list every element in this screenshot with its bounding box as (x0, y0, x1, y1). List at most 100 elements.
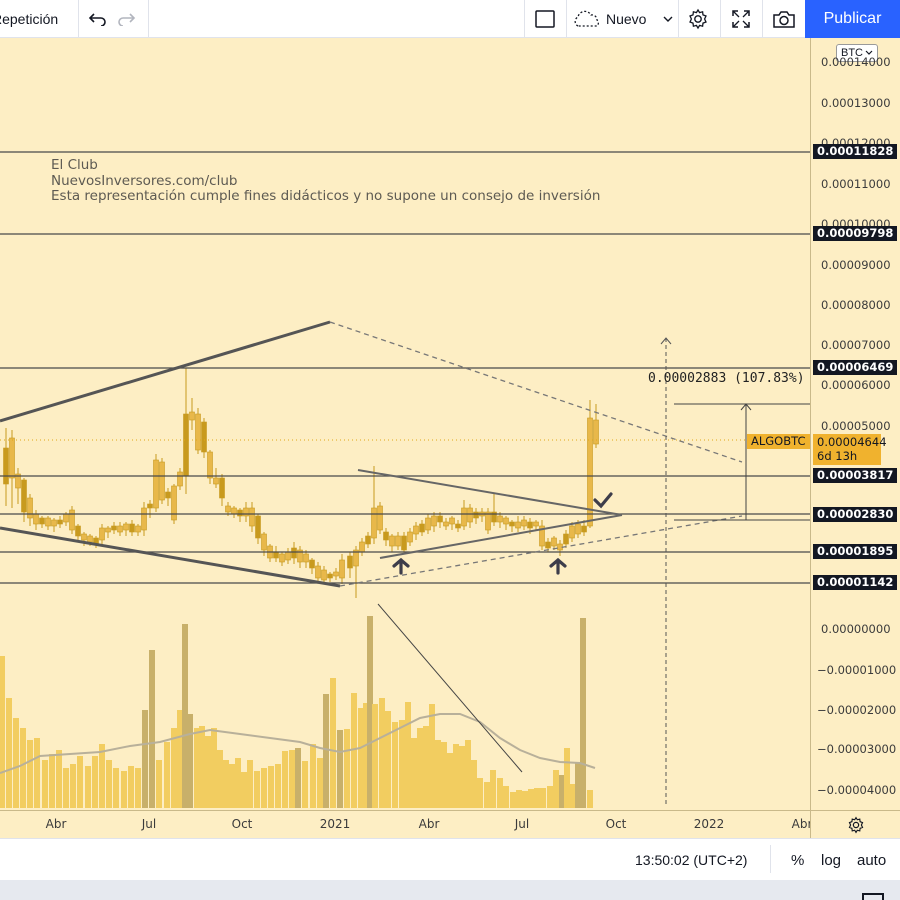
clock[interactable]: 13:50:02 (UTC+2) (635, 852, 748, 868)
chart-pane[interactable]: El Club NuevosInversores.com/club Esta r… (0, 38, 810, 810)
currency-button[interactable]: BTC (836, 44, 878, 62)
volume-bar (229, 764, 235, 808)
candle-body (219, 477, 225, 499)
rectangle-button[interactable] (531, 0, 559, 38)
volume-bar (295, 748, 301, 808)
volume-bar (553, 770, 559, 808)
candle-body (593, 419, 599, 445)
price-scale[interactable]: BTC 0.00014000 0.00013000 0.00012000 0.0… (810, 38, 900, 810)
candle-body (111, 525, 117, 531)
volume-bar (275, 764, 281, 808)
volume-bar (510, 792, 516, 808)
bar-divider (770, 845, 771, 873)
chevron-down-icon (663, 16, 673, 22)
candle-body (63, 513, 69, 523)
axis-settings-button[interactable] (810, 810, 900, 838)
candle-body (461, 507, 467, 527)
rectangle-icon (535, 10, 555, 28)
toolbar-divider (762, 0, 763, 38)
candle-body (443, 521, 449, 527)
volume-bar (85, 766, 91, 808)
candle-body (165, 491, 171, 499)
volume-bar (522, 791, 528, 808)
log-toggle[interactable]: log (821, 852, 842, 869)
volume-bar (363, 703, 369, 808)
chevron-down-icon (865, 50, 873, 55)
price-tick: 0.00009000 (821, 258, 891, 272)
candle-body (473, 511, 479, 519)
gear-icon (689, 8, 707, 30)
candle-body (315, 565, 321, 579)
toolbar-divider (524, 0, 525, 38)
level-price-tag: 0.00002830 (813, 507, 898, 522)
candle-body (497, 515, 503, 523)
candle-body (395, 535, 401, 547)
volume-bar (477, 778, 483, 808)
volume-bar (516, 790, 522, 808)
candle-body (171, 485, 177, 521)
fullscreen-button[interactable] (727, 0, 755, 38)
redo-button[interactable] (114, 0, 140, 38)
volume-bar (235, 758, 241, 808)
undo-button[interactable] (84, 0, 110, 38)
symbol-tag: ALGOBTC (747, 434, 810, 449)
price-tick: 0.00011000 (821, 177, 891, 191)
candle-body (69, 509, 75, 531)
replay-button[interactable]: Repetición (0, 0, 70, 38)
volume-bar (447, 753, 453, 808)
price-tick: 0.00007000 (821, 338, 891, 352)
volume-bar (317, 758, 323, 808)
candle-body (261, 533, 267, 551)
candle-body (521, 519, 527, 527)
time-tick: Oct (231, 817, 253, 831)
volume-bar (580, 618, 586, 808)
price-tick: 0.00013000 (821, 96, 891, 110)
candle-body (455, 523, 461, 529)
volume-bar (429, 704, 435, 808)
candle-body (431, 515, 437, 527)
candle-body (551, 537, 557, 547)
percent-toggle[interactable]: % (791, 852, 805, 869)
panel-maximize-icon[interactable] (862, 893, 884, 900)
publish-button[interactable]: Publicar (805, 0, 900, 38)
volume-bar (323, 694, 329, 808)
snapshot-button[interactable] (769, 0, 799, 38)
projection-arrowhead (660, 337, 672, 345)
volume-bar (171, 728, 177, 808)
time-axis[interactable]: Abr Jul Oct 2021 Abr Jul Oct 2022 Abr (0, 810, 812, 838)
top-toolbar: Repetición Nuevo Publicar (0, 0, 900, 38)
auto-toggle[interactable]: auto (857, 852, 887, 869)
volume-bar (471, 760, 477, 808)
candle-body (303, 553, 309, 563)
candle-body (569, 525, 575, 539)
time-tick: Abr (45, 817, 67, 831)
volume-bar (575, 762, 581, 808)
candle-body (21, 479, 27, 513)
volume-bar (441, 742, 447, 808)
candle-body (9, 437, 15, 479)
candle-body (81, 533, 87, 541)
layout-dropdown[interactable]: Nuevo (572, 0, 678, 38)
candle-body (141, 507, 147, 531)
volume-bar (6, 698, 12, 808)
volume-bar (330, 678, 336, 808)
candle-body (213, 477, 219, 485)
candle-body (255, 515, 261, 539)
candle-body (527, 521, 533, 529)
price-chart[interactable] (0, 38, 810, 810)
current-price-tag: 0.00004644 6d 13h (813, 434, 887, 465)
settings-button[interactable] (684, 0, 712, 38)
candle-body (509, 521, 515, 527)
resistance-extension (329, 321, 743, 463)
volume-bar (411, 738, 417, 808)
fullscreen-icon (732, 10, 750, 28)
candle-body (195, 413, 201, 451)
candle-body (99, 527, 105, 541)
up-arrow-icon (549, 557, 567, 575)
volume-bar (392, 722, 398, 808)
volume-bar (217, 750, 223, 808)
volume-bar (142, 710, 148, 808)
panel-strip (0, 880, 900, 900)
candle-body (231, 507, 237, 515)
volume-bar (399, 720, 405, 808)
